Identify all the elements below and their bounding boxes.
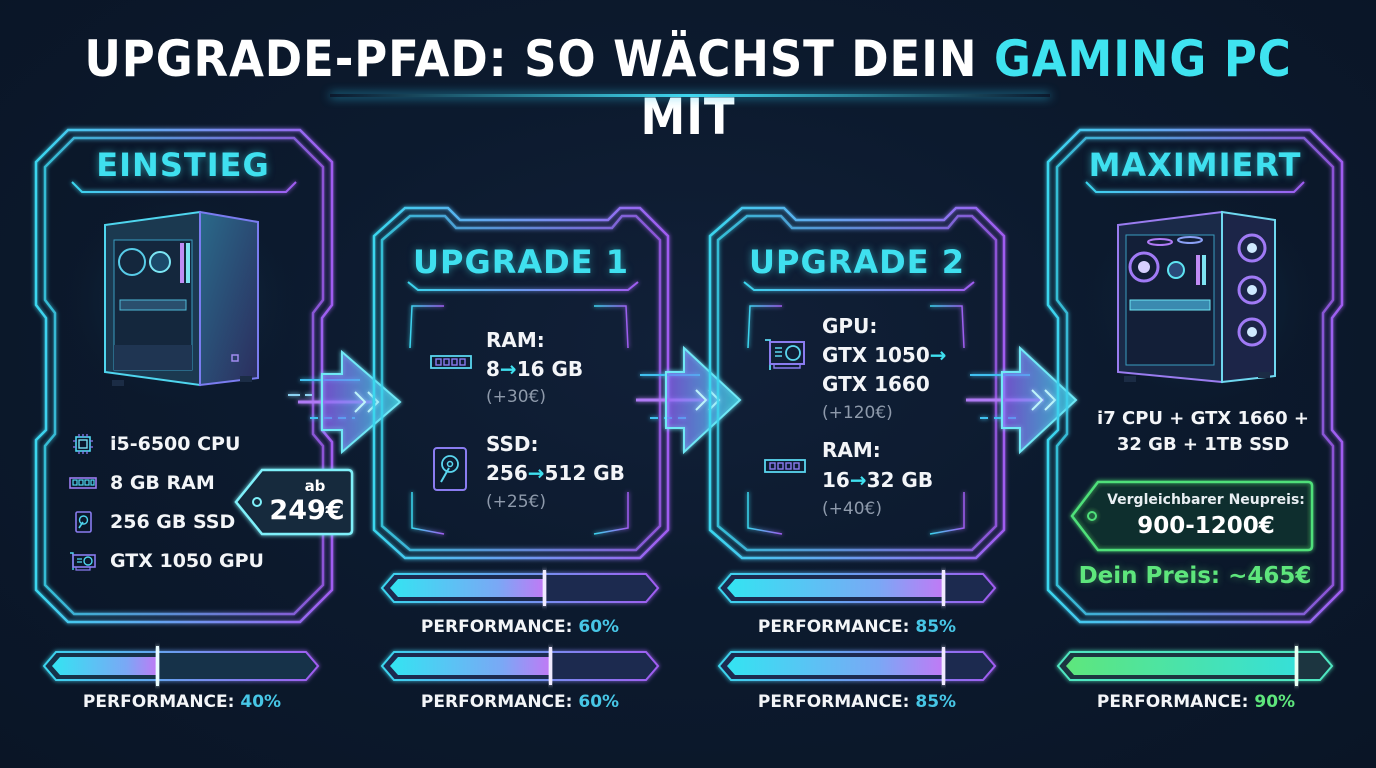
arrow-upgrade2-to-maximiert: [966, 345, 1078, 455]
perf-value: 60%: [578, 617, 620, 637]
title-part-2: MIT: [640, 88, 736, 146]
high-end-pc-case-image: [1080, 190, 1320, 410]
price-prefix: ab: [304, 477, 326, 495]
stage-title-upgrade2: UPGRADE 2: [749, 243, 965, 281]
from-value: 8: [486, 357, 500, 381]
upgrade1-ssd-change: 256→512 GB: [486, 459, 625, 488]
spec-ssd-label: 256 GB SSD: [110, 510, 236, 533]
upgrade2-ram-cost: (+40€): [822, 499, 882, 519]
maximiert-spec-summary: i7 CPU + GTX 1660 + 32 GB + 1TB SSD: [1078, 406, 1328, 458]
upgrade2-ram-change: 16→32 GB: [822, 466, 933, 495]
page-title: UPGRADE-PFAD: SO WÄCHST DEIN GAMING PC M…: [69, 30, 1307, 146]
perf-value: 85%: [915, 692, 957, 712]
comparison-label: Vergleichbarer Neupreis:: [1107, 492, 1305, 508]
ssd-icon: [433, 447, 467, 491]
basic-pc-case-image: [60, 190, 300, 410]
to-value: 32 GB: [866, 468, 934, 492]
from-value: GTX 1050: [822, 343, 930, 367]
title-part-1: UPGRADE-PFAD: SO WÄCHST DEIN: [84, 30, 994, 88]
arrow-right-icon: →: [929, 343, 947, 367]
perf-label-upgrade1-a: PERFORMANCE: 60%: [382, 617, 658, 637]
spec-item-gpu: GTX 1050 GPU: [68, 541, 264, 580]
perf-text: PERFORMANCE:: [757, 617, 910, 637]
gpu-icon: [70, 551, 96, 571]
perf-text: PERFORMANCE:: [82, 692, 235, 712]
perf-label-upgrade2-b: PERFORMANCE: 85%: [719, 692, 995, 712]
perf-bar-upgrade2-a: [717, 570, 997, 606]
perf-bar-upgrade1-b: [380, 647, 660, 685]
upgrade2-gpu-to: GTX 1660: [822, 372, 930, 396]
perf-text: PERFORMANCE:: [420, 692, 573, 712]
perf-label-maximiert: PERFORMANCE: 90%: [1058, 692, 1334, 712]
to-value: 512 GB: [544, 461, 625, 485]
arrow-right-icon: →: [527, 461, 545, 485]
upgrade2-gpu-cost: (+120€): [822, 403, 893, 423]
perf-bar-upgrade2-b: [717, 647, 997, 685]
title-underline: [330, 94, 1050, 97]
upgrade1-ram-component: RAM:: [486, 328, 545, 352]
einstieg-spec-list: i5-6500 CPU 8 GB RAM 256 GB SSD GTX 1050…: [68, 424, 264, 580]
perf-text: PERFORMANCE:: [1096, 692, 1249, 712]
perf-bar-upgrade1-a: [380, 570, 660, 606]
your-price: Dein Preis: ~465€: [1078, 563, 1312, 589]
ram-icon: [69, 476, 97, 489]
card-frame-upgrade2: [708, 206, 1006, 560]
from-value: 16: [822, 468, 850, 492]
comparison-value: 900-1200€: [1137, 513, 1275, 539]
spec-gpu-label: GTX 1050 GPU: [110, 549, 264, 572]
perf-label-upgrade1-b: PERFORMANCE: 60%: [382, 692, 658, 712]
upgrade2-gpu-from: GTX 1050→: [822, 341, 947, 370]
perf-text: PERFORMANCE:: [757, 692, 910, 712]
spec-item-ram: 8 GB RAM: [68, 463, 264, 502]
perf-value: 85%: [915, 617, 957, 637]
from-value: 256: [486, 461, 528, 485]
arrow-right-icon: →: [849, 468, 867, 492]
arrow-einstieg-to-upgrade1: [288, 349, 402, 455]
perf-label-upgrade2-a: PERFORMANCE: 85%: [719, 617, 995, 637]
spec-item-cpu: i5-6500 CPU: [68, 424, 264, 463]
perf-label-einstieg: PERFORMANCE: 40%: [44, 692, 320, 712]
cpu-icon: [73, 433, 93, 454]
arrow-upgrade1-to-upgrade2: [636, 345, 742, 455]
upgrade2-ram-component: RAM:: [822, 438, 881, 462]
gpu-icon: [765, 339, 805, 370]
spec-cpu-label: i5-6500 CPU: [110, 432, 241, 455]
comparison-price-tag-shape: [1070, 480, 1314, 552]
perf-value: 60%: [578, 692, 620, 712]
upgrade1-ram-change: 8→16 GB: [486, 355, 583, 384]
stage-title-upgrade1: UPGRADE 1: [413, 243, 629, 281]
perf-bar-maximiert: [1056, 646, 1334, 686]
price-tag-shape: [234, 468, 354, 536]
ssd-icon: [75, 510, 92, 533]
perf-value: 40%: [240, 692, 282, 712]
to-value: 16 GB: [516, 357, 584, 381]
comparison-price-tag: Vergleichbarer Neupreis: 900-1200€: [1070, 482, 1316, 550]
ram-icon: [430, 355, 472, 369]
upgrade1-ram-cost: (+30€): [486, 387, 546, 407]
perf-value: 90%: [1254, 692, 1296, 712]
einstieg-price-tag: ab 249€: [234, 469, 352, 535]
perf-bar-einstieg: [42, 646, 320, 686]
stage-title-maximiert: MAXIMIERT: [1088, 146, 1302, 184]
upgrade1-ssd-cost: (+25€): [486, 492, 546, 512]
ram-icon: [764, 459, 806, 473]
stage-title-einstieg: EINSTIEG: [96, 146, 270, 184]
arrow-right-icon: →: [499, 357, 517, 381]
spec-line-2: 32 GB + 1TB SSD: [1116, 434, 1290, 455]
title-accent: GAMING PC: [993, 30, 1292, 88]
spec-line-1: i7 CPU + GTX 1660 +: [1097, 408, 1309, 429]
price-value: 249€: [269, 495, 345, 526]
upgrade1-ssd-component: SSD:: [486, 432, 539, 456]
spec-item-ssd: 256 GB SSD: [68, 502, 264, 541]
perf-text: PERFORMANCE:: [420, 617, 573, 637]
card-frame-upgrade1: [372, 206, 670, 560]
spec-ram-label: 8 GB RAM: [110, 471, 215, 494]
upgrade2-gpu-component: GPU:: [822, 314, 878, 338]
